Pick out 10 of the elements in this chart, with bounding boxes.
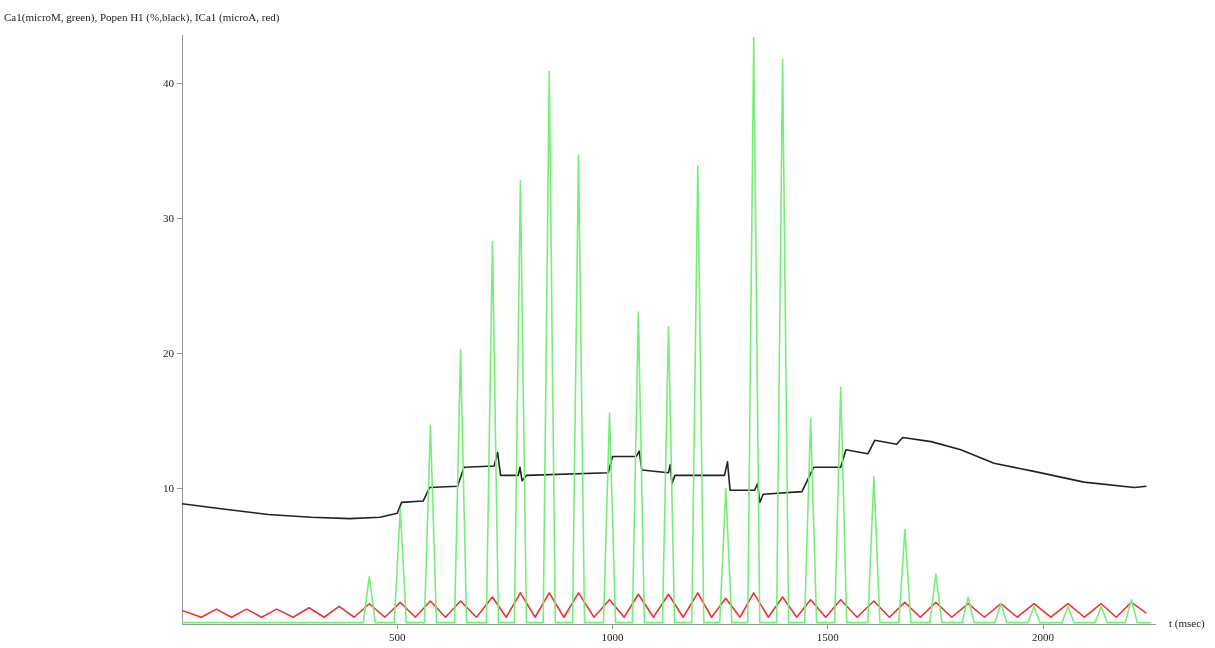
y-tick-label: 20 xyxy=(163,346,175,359)
chart-title: Ca1(microM, green), Popen H1 (%,black), ICa1 (microA, red) xyxy=(4,10,280,24)
x-tick-label: 1000 xyxy=(601,631,625,644)
x-tick-label: 500 xyxy=(389,631,407,644)
y-tick-label: 10 xyxy=(163,481,175,494)
x-tick-label: 2000 xyxy=(1032,631,1055,644)
y-tick-label: 40 xyxy=(163,76,175,89)
x-axis-title: t (msec) xyxy=(1169,616,1206,630)
y-tick-label: 30 xyxy=(163,211,175,224)
x-tick-label: 1500 xyxy=(816,631,840,644)
